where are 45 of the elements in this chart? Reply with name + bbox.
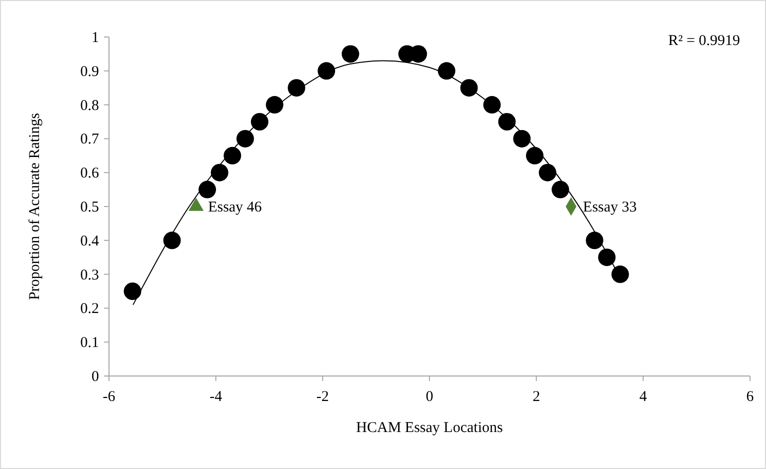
point — [498, 113, 516, 130]
x-tick-label: 6 — [746, 389, 754, 405]
point — [318, 62, 336, 80]
y-axis-title: Proportion of Accurate Ratings — [27, 112, 43, 300]
y-tick-label: 0.7 — [80, 132, 100, 148]
point — [250, 113, 268, 130]
y-tick-label: 0.4 — [80, 233, 100, 250]
point — [552, 180, 570, 198]
point — [198, 180, 216, 198]
y-tick-label: 0.8 — [80, 98, 99, 114]
x-tick-label: -6 — [102, 389, 116, 405]
y-tick-label: 0.2 — [80, 301, 99, 318]
point — [598, 248, 616, 266]
y-tick-label: 0.3 — [80, 267, 99, 284]
point — [342, 45, 360, 63]
x-tick-label: 4 — [639, 389, 648, 405]
y-tick-label: 0.6 — [80, 166, 100, 182]
point — [513, 130, 531, 148]
point — [163, 232, 181, 250]
x-tick-label: -4 — [210, 389, 223, 405]
series-label: Essay 46 — [208, 200, 262, 216]
series-label: Essay 33 — [583, 200, 637, 216]
point — [288, 79, 306, 97]
point — [210, 164, 228, 182]
y-tick-label: 0 — [92, 369, 99, 385]
point — [124, 282, 142, 300]
y-tick-label: 0.1 — [80, 335, 99, 352]
point — [526, 146, 544, 164]
point — [460, 79, 478, 97]
annotation: R² = 0.9919 — [668, 33, 740, 49]
x-tick-label: -2 — [316, 389, 329, 405]
y-tick-label: 0.5 — [80, 200, 99, 216]
point — [611, 266, 629, 284]
x-axis-title: HCAM Essay Locations — [356, 420, 503, 436]
point — [586, 232, 604, 250]
point — [438, 62, 456, 80]
point — [266, 96, 284, 114]
point — [483, 96, 501, 114]
y-tick-label: 0.9 — [80, 64, 99, 80]
x-tick-label: 0 — [426, 389, 434, 405]
point — [224, 146, 242, 164]
point — [538, 164, 556, 182]
point — [236, 130, 254, 148]
x-tick-label: 2 — [532, 389, 540, 405]
y-tick-label: 1 — [92, 30, 99, 46]
